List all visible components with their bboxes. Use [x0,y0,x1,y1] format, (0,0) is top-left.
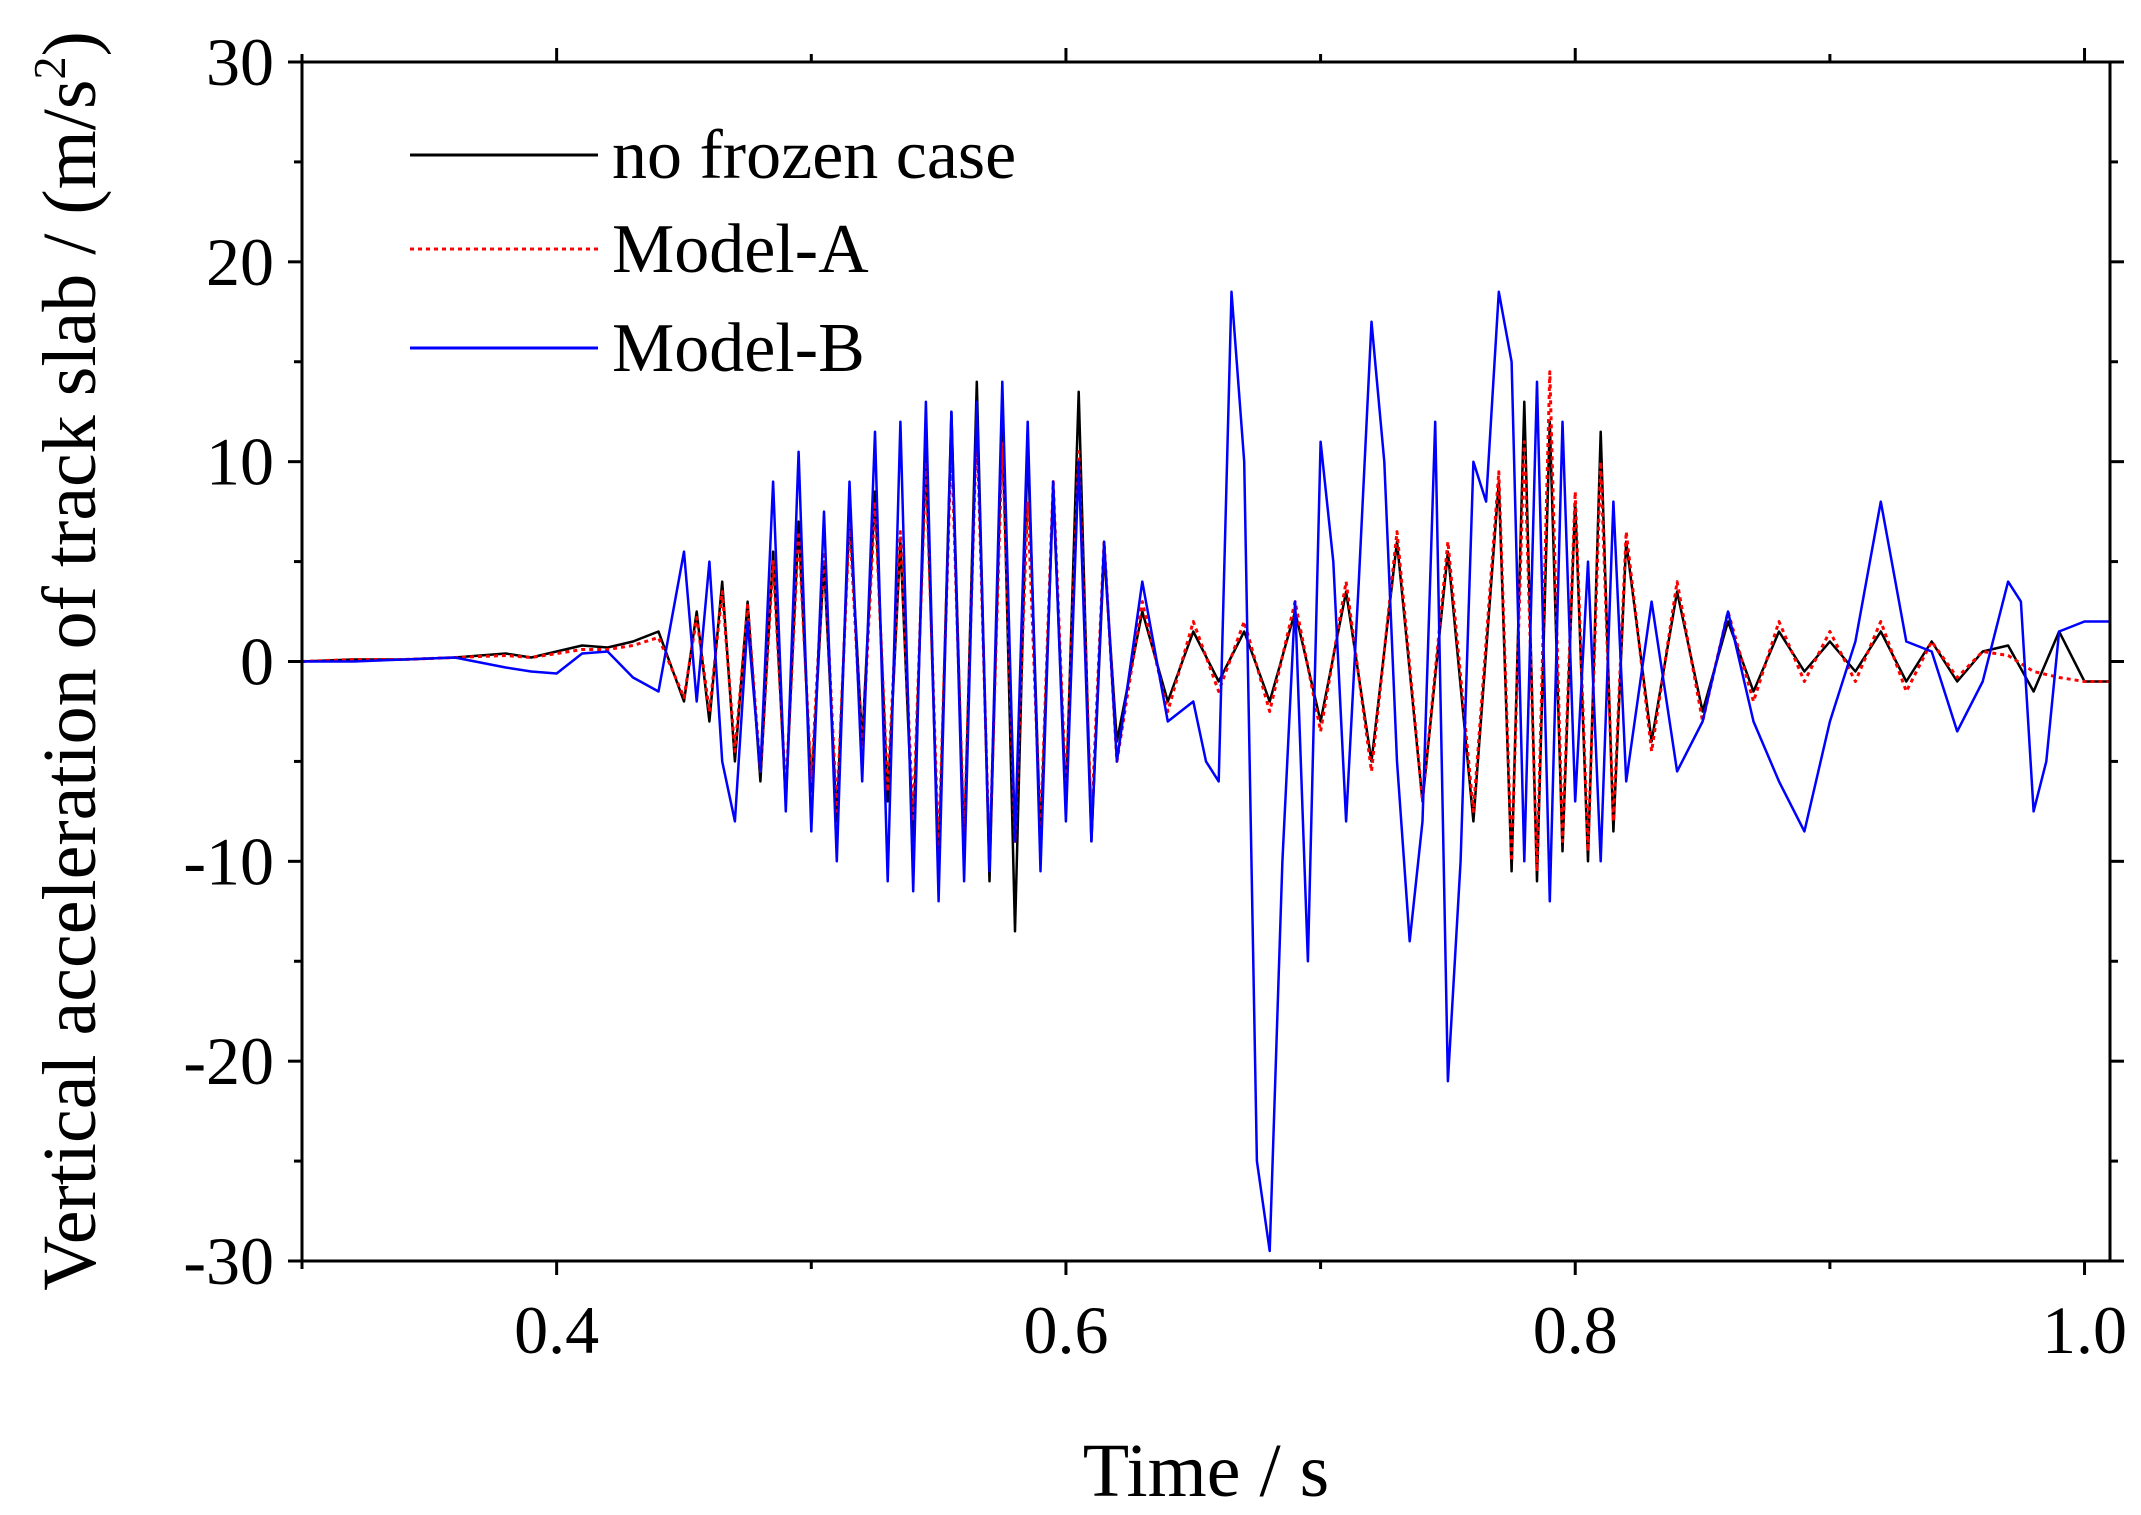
legend-label-no-frozen-case: no frozen case [612,117,1016,194]
x-axis-label: Time / s [1083,1429,1329,1513]
x-tick-label: 0.8 [1533,1292,1618,1368]
y-tick-label: -10 [183,823,274,899]
legend-label-model-b: Model-B [612,310,865,387]
x-tick-label: 0.6 [1023,1292,1108,1368]
y-tick-label: -30 [183,1223,274,1299]
y-tick-label: -20 [183,1023,274,1099]
y-tick-label: 20 [206,224,274,300]
y-axis-label: Vertical acceleration of track slab / (m… [24,31,112,1291]
y-tick-label: 30 [206,24,274,100]
y-axis-label-close: ) [28,31,112,56]
series-line-model-a [302,370,2110,873]
y-tick-label: 10 [206,424,274,500]
x-tick-label: 0.4 [514,1292,599,1368]
y-tick-label: 0 [240,624,274,700]
series-layer [302,290,2110,1253]
series-line-model-b [302,290,2110,1253]
ticks-layer: 0.4 0.6 0.8 1.0 -30 -20 -10 0 10 20 30 [183,24,2127,1368]
legend-label-model-a: Model-A [612,211,869,288]
y-axis-label-superscript: 2 [24,57,75,80]
legend: no frozen case Model-A Model-B [410,117,1016,387]
x-tick-label: 1.0 [2042,1292,2127,1368]
y-axis-label-main: Vertical acceleration of track slab / (m… [28,80,112,1291]
series-line-no-frozen-case [302,380,2110,933]
